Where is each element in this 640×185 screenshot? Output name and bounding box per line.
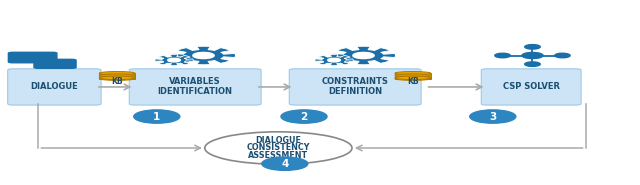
Text: VARIABLES: VARIABLES bbox=[170, 77, 221, 86]
FancyBboxPatch shape bbox=[129, 69, 261, 105]
Circle shape bbox=[193, 52, 214, 59]
Circle shape bbox=[168, 58, 180, 62]
Circle shape bbox=[262, 157, 308, 170]
Circle shape bbox=[328, 58, 340, 62]
FancyBboxPatch shape bbox=[8, 69, 101, 105]
FancyBboxPatch shape bbox=[481, 69, 581, 105]
Ellipse shape bbox=[395, 77, 431, 80]
Circle shape bbox=[495, 53, 510, 58]
Text: 1: 1 bbox=[153, 112, 161, 122]
Polygon shape bbox=[155, 55, 193, 66]
Ellipse shape bbox=[99, 74, 135, 77]
Circle shape bbox=[353, 52, 374, 59]
Ellipse shape bbox=[395, 72, 431, 75]
Text: KB: KB bbox=[407, 77, 419, 86]
FancyBboxPatch shape bbox=[289, 69, 421, 105]
Ellipse shape bbox=[205, 132, 352, 164]
Circle shape bbox=[525, 62, 540, 66]
Text: DIALOGUE: DIALOGUE bbox=[31, 83, 78, 91]
Circle shape bbox=[470, 110, 516, 123]
FancyBboxPatch shape bbox=[8, 52, 58, 63]
Text: CONSISTENCY: CONSISTENCY bbox=[246, 144, 310, 152]
Ellipse shape bbox=[99, 76, 135, 80]
Text: CSP SOLVER: CSP SOLVER bbox=[502, 83, 560, 91]
Text: DIALOGUE: DIALOGUE bbox=[255, 136, 301, 145]
Circle shape bbox=[555, 53, 570, 58]
Bar bbox=[99, 73, 135, 79]
Bar bbox=[395, 73, 431, 79]
Polygon shape bbox=[172, 46, 236, 65]
Ellipse shape bbox=[99, 72, 135, 75]
Ellipse shape bbox=[395, 76, 431, 80]
Text: 2: 2 bbox=[300, 112, 308, 122]
Text: DEFINITION: DEFINITION bbox=[328, 87, 382, 95]
Circle shape bbox=[522, 52, 543, 58]
Text: IDENTIFICATION: IDENTIFICATION bbox=[157, 87, 233, 95]
Circle shape bbox=[281, 110, 327, 123]
Polygon shape bbox=[332, 46, 396, 65]
Text: KB: KB bbox=[111, 77, 123, 86]
Circle shape bbox=[134, 110, 180, 123]
Ellipse shape bbox=[99, 77, 135, 80]
Text: CONSTRAINTS: CONSTRAINTS bbox=[322, 77, 388, 86]
Ellipse shape bbox=[395, 74, 431, 77]
Circle shape bbox=[525, 45, 540, 49]
Text: 4: 4 bbox=[281, 159, 289, 169]
Text: ASSESSMENT: ASSESSMENT bbox=[248, 151, 308, 160]
Polygon shape bbox=[315, 55, 353, 66]
Text: 3: 3 bbox=[489, 112, 497, 122]
FancyBboxPatch shape bbox=[33, 59, 77, 69]
